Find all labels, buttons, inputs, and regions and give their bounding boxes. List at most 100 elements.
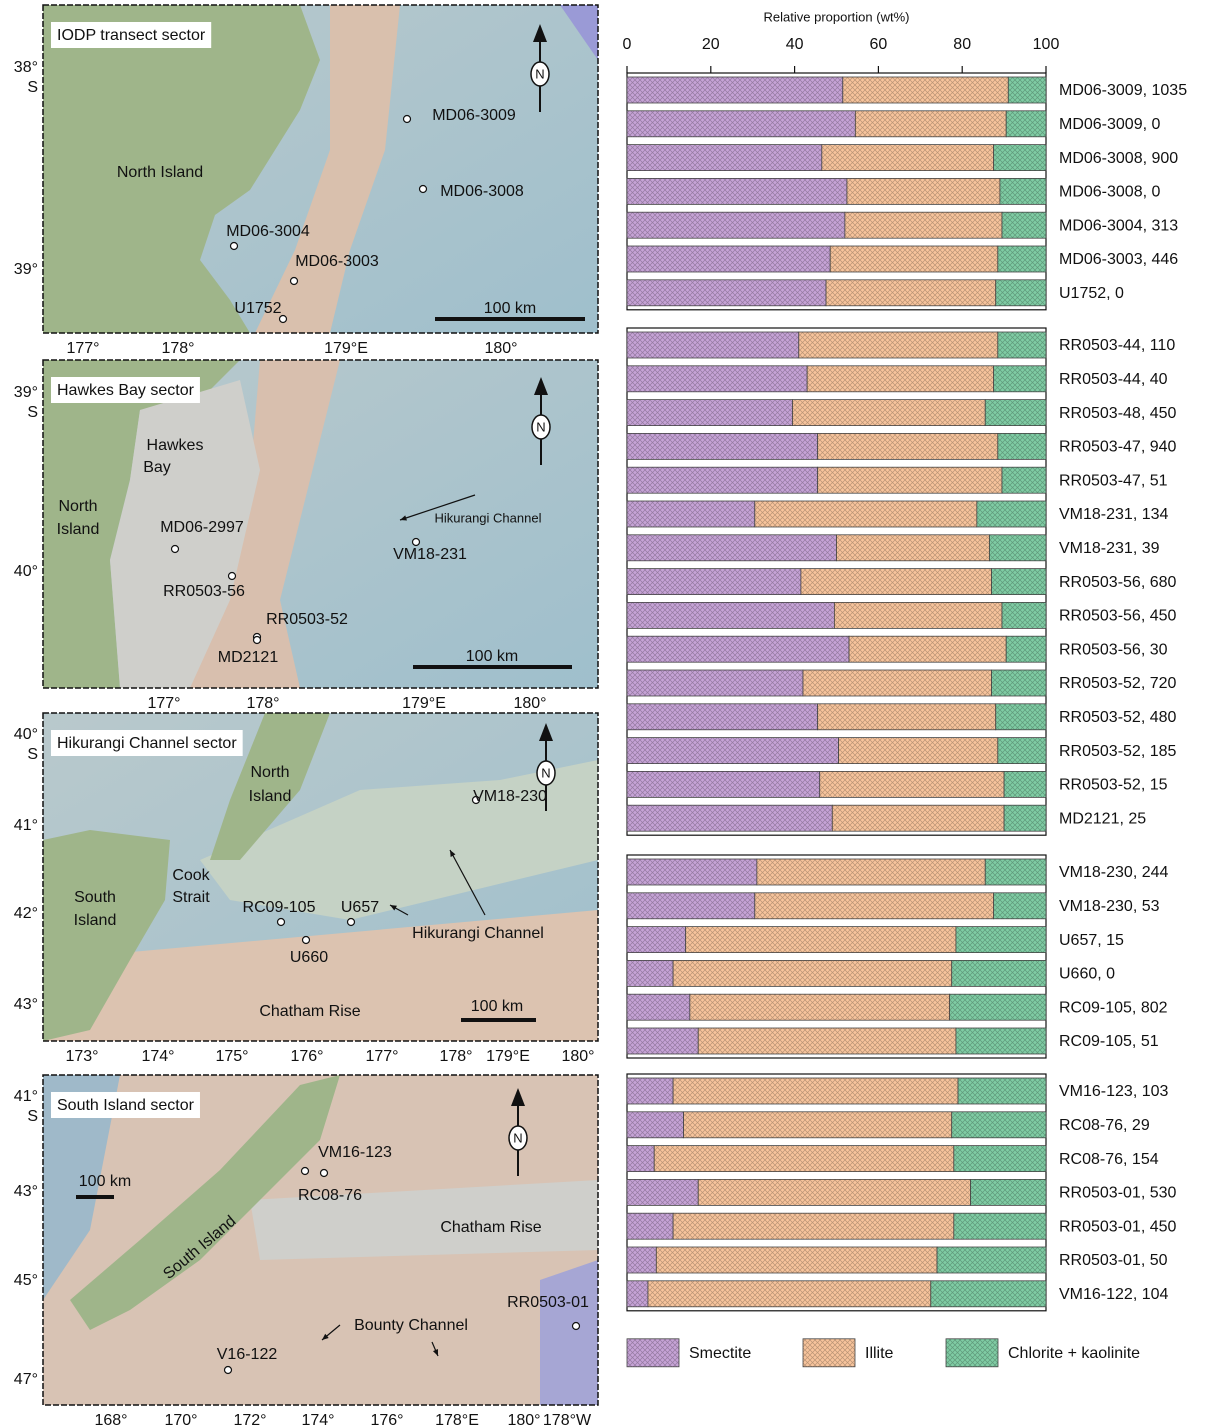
map-land — [43, 360, 240, 688]
map-land — [70, 1075, 340, 1330]
pointer-head — [390, 905, 397, 911]
bar-segment — [626, 399, 793, 427]
bar-segment — [997, 331, 1047, 359]
map-x-tick-label: 180° — [507, 1412, 540, 1427]
map-label: RR0503-56 — [163, 583, 245, 600]
category-label: RC08-76, 154 — [1059, 1151, 1159, 1168]
map-x-tick-label: 180° — [484, 340, 517, 357]
compass-head — [534, 377, 548, 395]
bar-segment — [655, 1246, 938, 1274]
category-label: RR0503-56, 30 — [1059, 641, 1168, 658]
x-tick-label: 0 — [623, 36, 632, 53]
map-x-tick-label: 178° — [246, 695, 279, 712]
legend-swatch — [945, 1338, 999, 1368]
bar-segment — [1001, 211, 1047, 239]
map-y-tick-label: 39° — [14, 384, 38, 401]
bar-segment — [817, 703, 997, 731]
map-backgrounds — [43, 5, 598, 1405]
bar-segment — [626, 1027, 699, 1055]
bar-segment — [838, 737, 999, 764]
bar-segment — [798, 331, 999, 359]
map-x-tick-label: 179°E — [486, 1048, 530, 1065]
map-slope — [255, 5, 400, 333]
bar-segment — [626, 926, 687, 953]
bar-segment — [626, 737, 839, 764]
bar-segment — [817, 432, 999, 460]
bar-segment — [626, 331, 800, 359]
bar-segment — [626, 365, 808, 393]
map-label: RC08-76 — [298, 1187, 362, 1204]
map-frames — [42, 4, 599, 1406]
map-frame — [42, 359, 599, 689]
compass-letter: N — [513, 1130, 522, 1145]
category-label: U660, 0 — [1059, 966, 1115, 983]
category-label: RR0503-01, 50 — [1059, 1252, 1168, 1269]
bar-segment — [754, 892, 995, 920]
site-marker — [346, 917, 356, 927]
map-label: MD06-3009 — [432, 107, 516, 124]
map-x-tick-label: 178°W — [543, 1412, 592, 1427]
bar-segment — [1003, 804, 1047, 832]
bar-segment — [995, 279, 1047, 307]
map-y-unit: S — [27, 404, 38, 421]
map-label: North — [250, 764, 289, 781]
map-label: Strait — [172, 889, 210, 906]
category-label: MD06-3003, 446 — [1059, 251, 1178, 268]
site-marker — [223, 1365, 233, 1375]
map-x-tick-label: 178°E — [435, 1412, 479, 1427]
bar-segment — [683, 1111, 953, 1139]
map-x-tick-label: 180° — [513, 695, 546, 712]
map-title-box — [51, 377, 200, 403]
legend-label: Chlorite + kaolinite — [1008, 1345, 1140, 1362]
map-x-tick-label: 178° — [439, 1048, 472, 1065]
map-label: Hikurangi Channel — [435, 510, 542, 525]
map-label: Island — [57, 521, 100, 538]
map-label: RR0503-52 — [266, 611, 348, 628]
map-y-tick-label: 39° — [14, 261, 38, 278]
bar-segment — [953, 1145, 1047, 1172]
map-y-tick-label: 41° — [14, 1088, 38, 1105]
map-x-tick-label: 178° — [161, 340, 194, 357]
category-label: RC09-105, 802 — [1059, 999, 1168, 1016]
bar-segment — [626, 703, 819, 731]
compass-ring — [536, 760, 556, 786]
bar-segment — [989, 534, 1047, 562]
map-frame — [42, 1074, 599, 1406]
compass-letter: N — [536, 419, 545, 434]
site-marker — [252, 635, 262, 645]
scale-label: 100 km — [484, 300, 536, 317]
bar-segment — [1001, 602, 1047, 629]
map-y-unit: S — [27, 79, 38, 96]
bar-segment — [993, 892, 1047, 920]
pointer-head — [432, 1349, 438, 1356]
map-label: V16-122 — [217, 1346, 278, 1363]
x-tick-label: 80 — [953, 36, 971, 53]
bar-segment — [806, 365, 995, 393]
bar-segment — [991, 568, 1047, 595]
bar-segment — [626, 466, 819, 494]
bar-segment — [626, 1246, 657, 1274]
compass-head — [539, 723, 553, 741]
site-marker — [411, 537, 421, 547]
map-y-tick-label: 43° — [14, 1183, 38, 1200]
map-x-tick-label: 179°E — [402, 695, 446, 712]
bar-segment — [936, 1246, 1047, 1274]
map-label: North Island — [117, 164, 203, 181]
pointer-head — [450, 850, 456, 857]
map-label: Bay — [143, 459, 171, 476]
bar-segment — [1001, 466, 1047, 494]
bar-segment — [951, 960, 1047, 987]
pointer-arrow — [449, 849, 486, 916]
compass-ring — [531, 414, 551, 440]
map-title-box — [51, 1092, 200, 1118]
bar-segment — [756, 858, 986, 886]
category-label: VM18-230, 244 — [1059, 864, 1169, 881]
map-y-tick-label: 42° — [14, 905, 38, 922]
legend-swatch — [626, 1338, 680, 1368]
bar-segment — [672, 1077, 959, 1105]
map-x-tick-label: 180° — [561, 1048, 594, 1065]
category-label: RR0503-52, 720 — [1059, 675, 1177, 692]
scale-label: 100 km — [79, 1173, 131, 1190]
map-x-tick-label: 179°E — [324, 340, 368, 357]
map-x-tick-label: 176° — [290, 1048, 323, 1065]
